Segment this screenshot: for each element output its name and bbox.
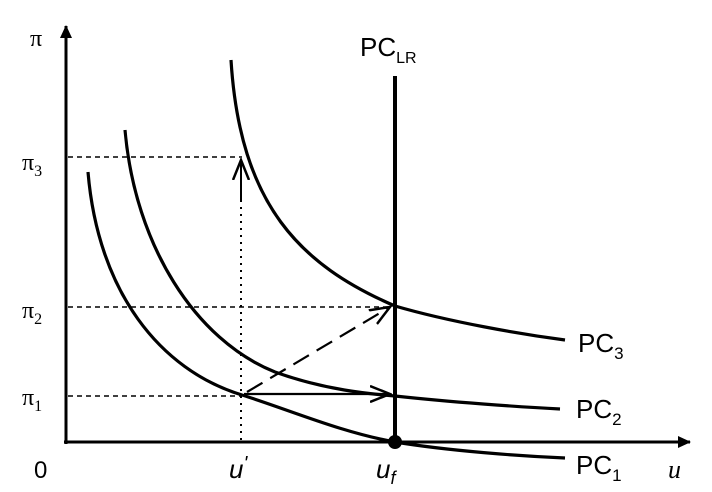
pc1-curve [86,171,566,460]
origin-label: 0 [34,457,47,484]
pi3-label: π3 [22,150,42,180]
pi1-label: π1 [22,385,42,415]
natural-rate-point [388,435,402,449]
u-prime-label: u' [229,453,248,484]
x-axis-label: u [668,455,681,484]
pc3-curve [229,59,566,342]
y-axis-label: π [30,26,42,52]
adjustment-arrow-dashed [246,307,390,393]
pi2-label: π2 [22,298,42,328]
pc-lr-label: PCLR [360,32,417,67]
uf-label: uf [376,454,397,488]
pc2-label: PC2 [576,394,622,429]
pc2-curve [123,129,561,411]
pc1-label: PC1 [576,450,622,485]
pc3-label: PC3 [578,328,624,363]
